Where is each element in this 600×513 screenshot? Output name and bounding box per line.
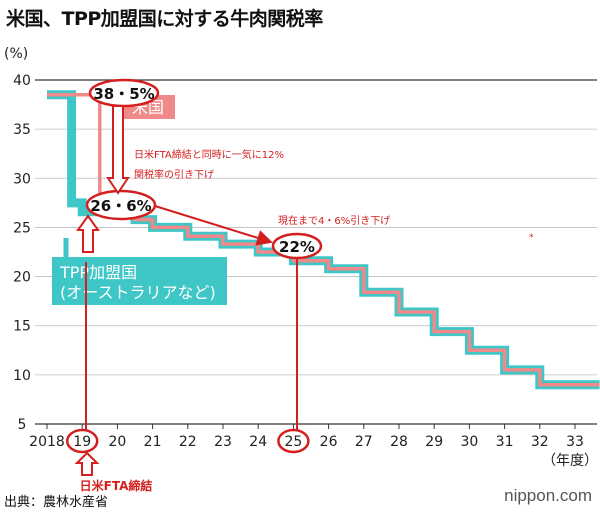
callout-fta-rate-label: 26・6% xyxy=(90,197,151,215)
arrow-up-tpp xyxy=(76,214,100,253)
note-fta-signed: 日米FTA締結 xyxy=(80,478,153,493)
series-line-tpp xyxy=(47,90,600,390)
x-tick-26: 26 xyxy=(320,434,338,450)
series-line-us xyxy=(47,92,600,387)
page-title: 米国、TPP加盟国に対する牛肉関税率 xyxy=(6,8,323,30)
x-tick-23: 23 xyxy=(214,434,232,450)
x-tick-20: 20 xyxy=(108,434,126,450)
annotations: 38・5% 26・6% 22% 日米FTA締結と同時に一気に12% 関税率の引き下げ現在… xyxy=(65,78,534,493)
y-tick-30: 30 xyxy=(13,171,31,187)
source-note: 出典：農林水産省 xyxy=(4,495,109,510)
y-tick-10: 10 xyxy=(13,368,31,384)
x-tick-28: 28 xyxy=(390,434,408,450)
callout-us-rate-label: 38・5% xyxy=(93,85,154,103)
legend-label-tpp-1: TPP加盟国 xyxy=(59,263,137,282)
series-layer xyxy=(47,90,600,390)
x-tick-21: 21 xyxy=(144,434,162,450)
stray-mark: * xyxy=(529,233,534,243)
x-tick-19: 19 xyxy=(73,434,91,450)
y-tick-5: 5 xyxy=(18,417,27,433)
x-tick-22: 22 xyxy=(179,434,197,450)
axes: 5 10 15 20 25 30 35 40 (%) 2018 19 20 21 22 23 24 25 26 27… xyxy=(4,46,598,469)
arrow-up-fta xyxy=(74,451,100,476)
x-axis-unit: （年度） xyxy=(542,453,598,469)
arrow-to-current xyxy=(154,205,273,246)
x-tick-32: 32 xyxy=(531,434,549,450)
callout-fta-rate xyxy=(85,189,157,221)
year-circle-25 xyxy=(277,428,310,454)
arrow-drop xyxy=(106,105,130,195)
y-tick-25: 25 xyxy=(13,220,31,236)
legend-label-tpp-2: (オーストラリアなど) xyxy=(60,283,216,302)
callout-current-rate-label: 22% xyxy=(279,238,315,256)
x-tick-29: 29 xyxy=(425,434,443,450)
y-tick-20: 20 xyxy=(13,270,31,286)
y-tick-40: 40 xyxy=(13,73,31,89)
x-tick-31: 31 xyxy=(496,434,514,450)
x-tick-30: 30 xyxy=(460,434,478,450)
note-fta-line2: 関税率の引き下げ xyxy=(134,168,214,181)
x-tick-2018: 2018 xyxy=(29,434,65,450)
note-current: 現在まで4・6%引き下げ xyxy=(278,215,390,227)
brand-logo: nippon.com xyxy=(504,486,592,505)
note-fta-line1: 日米FTA締結と同時に一気に12% xyxy=(134,148,284,161)
x-tick-33: 33 xyxy=(566,434,584,450)
y-tick-35: 35 xyxy=(13,122,31,138)
y-tick-15: 15 xyxy=(13,319,31,335)
y-axis-unit: (%) xyxy=(4,46,28,62)
x-tick-25: 25 xyxy=(284,434,302,450)
x-tick-27: 27 xyxy=(355,434,373,450)
year-circle-19 xyxy=(65,428,99,454)
x-tick-24: 24 xyxy=(249,434,267,450)
legend-swatch-tpp xyxy=(52,257,227,305)
